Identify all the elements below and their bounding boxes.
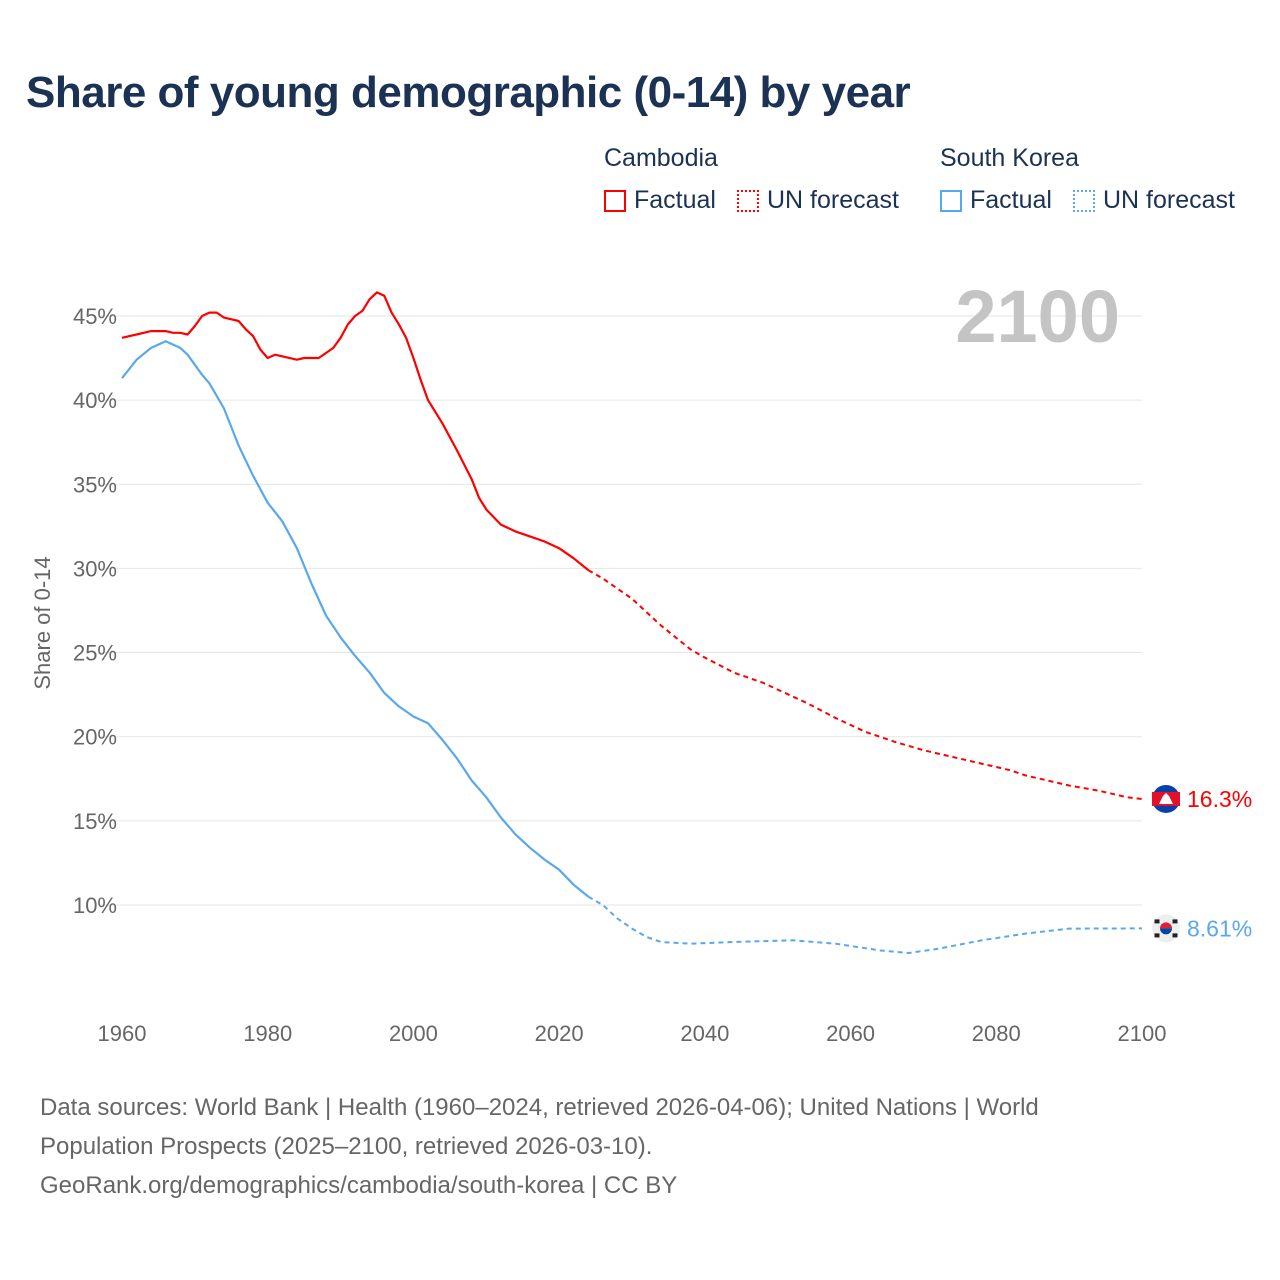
legend-swatch-dotted: [1073, 189, 1095, 212]
legend-swatch-solid: [940, 189, 962, 212]
cambodia-end-value-label: 16.3%: [1187, 786, 1252, 812]
cambodia-factual-line: [121, 291, 589, 571]
legend-south-korea-factual[interactable]: Factual: [940, 186, 1052, 215]
x-tick-label: 2080: [972, 1021, 1021, 1046]
y-tick-label: 10%: [73, 893, 117, 918]
footer-attribution[interactable]: GeoRank.org/demographics/cambodia/south-…: [40, 1172, 678, 1199]
legend-swatch-dotted: [737, 189, 759, 212]
x-tick-label: 2020: [535, 1021, 584, 1046]
footer-sources-line2: Population Prospects (2025–2100, retriev…: [40, 1133, 653, 1160]
cambodia-flag-icon: [1152, 784, 1180, 813]
x-tick-label: 1960: [98, 1021, 147, 1046]
legend-label: UN forecast: [1103, 186, 1235, 214]
x-tick-label: 2000: [389, 1021, 438, 1046]
south-korea-end-value-label: 8.61%: [1187, 915, 1252, 941]
footer-sources-line1: Data sources: World Bank | Health (1960–…: [40, 1094, 1039, 1121]
legend-label: Factual: [634, 186, 716, 214]
legend-south-korea-forecast[interactable]: UN forecast: [1073, 186, 1235, 215]
cambodia-forecast-line: [587, 569, 1143, 800]
y-tick-label: 20%: [73, 725, 117, 750]
y-axis-label: Share of 0-14: [30, 556, 55, 689]
legend-swatch-solid: [604, 189, 626, 212]
year-watermark: 2100: [955, 275, 1120, 358]
legend-label: UN forecast: [767, 186, 899, 214]
south-korea-forecast-line: [587, 895, 1143, 955]
legend-cambodia-factual[interactable]: Factual: [604, 186, 716, 215]
y-tick-label: 35%: [73, 472, 117, 497]
page-title: Share of young demographic (0-14) by yea…: [26, 68, 911, 117]
south-korea-flag-icon: [1152, 914, 1180, 943]
y-tick-label: 25%: [73, 641, 117, 666]
legend-group-south-korea: South Korea: [940, 144, 1079, 172]
x-tick-label: 2100: [1118, 1021, 1167, 1046]
legend-group-cambodia: Cambodia: [604, 144, 718, 172]
x-tick-label: 1980: [243, 1021, 292, 1046]
y-tick-label: 15%: [73, 809, 117, 834]
footer: Data sources: World Bank | Health (1960–…: [40, 1088, 1240, 1205]
y-tick-label: 45%: [73, 304, 117, 329]
legend-cambodia-forecast[interactable]: UN forecast: [737, 186, 899, 215]
south-korea-factual-line: [121, 340, 589, 898]
y-tick-label: 30%: [73, 556, 117, 581]
x-tick-label: 2040: [680, 1021, 729, 1046]
x-tick-label: 2060: [826, 1021, 875, 1046]
legend-label: Factual: [970, 186, 1052, 214]
y-tick-label: 40%: [73, 388, 117, 413]
